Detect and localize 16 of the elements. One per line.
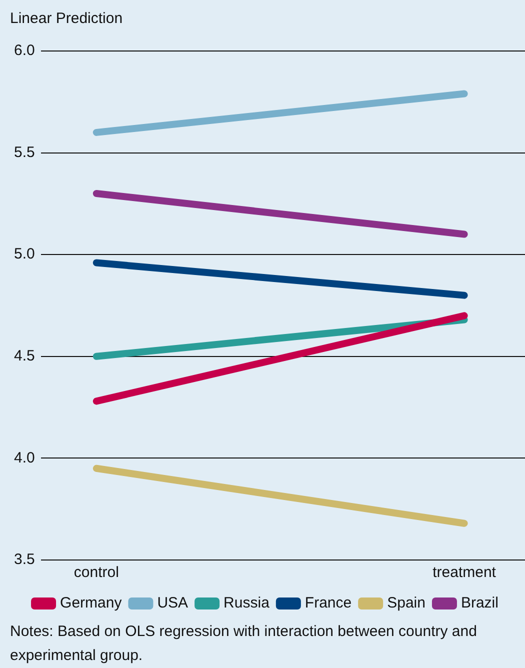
legend-label: Germany bbox=[60, 594, 122, 612]
legend-label: Brazil bbox=[460, 594, 498, 612]
y-tick-label: 3.5 bbox=[14, 551, 35, 568]
legend-label: Russia bbox=[224, 594, 270, 612]
legend-label: Spain bbox=[387, 594, 426, 612]
x-tick-label: control bbox=[74, 564, 119, 582]
text: Notes: Based on OLS regression with interaction between country and experimental group. bbox=[10, 622, 478, 666]
legend-label: France bbox=[304, 594, 352, 612]
x-tick-label: treatment bbox=[432, 564, 497, 582]
y-tick-label: 5.0 bbox=[14, 246, 35, 263]
y-tick-label: 4.5 bbox=[14, 348, 35, 365]
y-axis-title: Linear Prediction bbox=[10, 10, 123, 27]
y-tick-label: 5.5 bbox=[14, 144, 35, 161]
y-tick-label: 6.0 bbox=[14, 42, 35, 60]
legend-label: USA bbox=[157, 594, 188, 612]
y-tick-label: 4.0 bbox=[14, 449, 35, 466]
